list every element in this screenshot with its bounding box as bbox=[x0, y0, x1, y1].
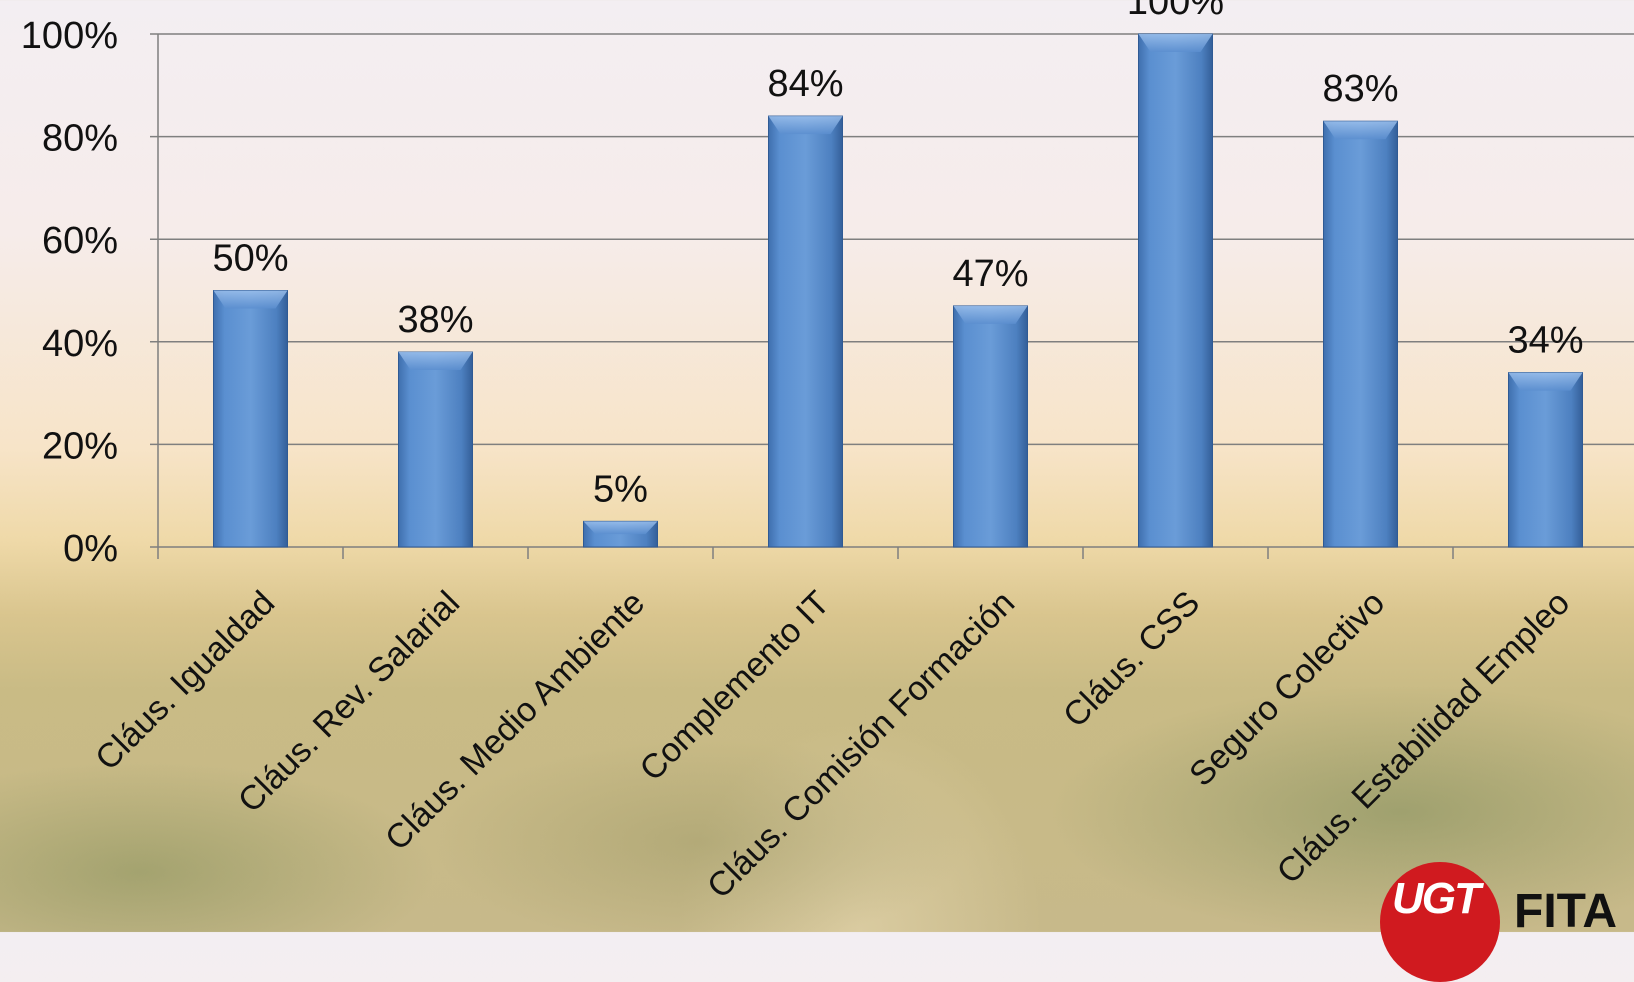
y-tick-label: 0% bbox=[63, 528, 118, 570]
bar-bevel bbox=[583, 521, 658, 535]
bar bbox=[398, 351, 473, 548]
bar bbox=[1138, 33, 1213, 548]
data-label: 84% bbox=[767, 63, 843, 105]
y-tick-label: 60% bbox=[42, 220, 118, 262]
x-tick-label: Cláus. Igualdad bbox=[88, 584, 282, 778]
ugt-logo-icon: UGT bbox=[1380, 862, 1500, 982]
y-tick-label: 20% bbox=[42, 425, 118, 467]
bar-bevel bbox=[213, 290, 288, 309]
data-label: 83% bbox=[1322, 68, 1398, 110]
bar bbox=[768, 115, 843, 548]
bars: 50% 38% 5% 84% 47% 100% 83% 34% bbox=[212, 0, 1584, 548]
gridlines bbox=[150, 33, 1634, 548]
data-label: 34% bbox=[1507, 320, 1583, 362]
y-tick-label: 80% bbox=[42, 118, 118, 160]
y-tick-label: 100% bbox=[21, 15, 118, 57]
logo-text: FITA bbox=[1514, 885, 1618, 938]
bar bbox=[213, 290, 288, 548]
data-label: 47% bbox=[952, 253, 1028, 295]
data-label: 5% bbox=[593, 468, 648, 510]
bar-bevel bbox=[1323, 121, 1398, 140]
bar-chart: 0% 20% 40% 60% 80% 100% 50% 38% 5% 84% 47% 100% 83%… bbox=[21, 0, 1634, 906]
ugt-fita-logo: UGT FITA bbox=[1380, 862, 1634, 982]
bar bbox=[1323, 120, 1398, 548]
x-tick-label: Seguro Colectivo bbox=[1182, 584, 1392, 794]
y-axis: 0% 20% 40% 60% 80% 100% bbox=[21, 15, 159, 570]
bar-bevel bbox=[768, 116, 843, 135]
bar-bevel bbox=[953, 305, 1028, 324]
bar bbox=[1508, 372, 1583, 548]
x-tick-label: Cláus. Comisión Formación bbox=[700, 584, 1022, 906]
bar-bevel bbox=[1508, 372, 1583, 391]
x-tick-label: Complemento IT bbox=[633, 584, 838, 789]
x-tick-label: Cláus. Estabilidad Empleo bbox=[1270, 584, 1578, 892]
logo-mark: UGT bbox=[1392, 874, 1481, 923]
x-tick-label: Cláus. CSS bbox=[1056, 584, 1207, 735]
bar bbox=[953, 305, 1028, 548]
y-tick-label: 40% bbox=[42, 323, 118, 365]
bar-bevel bbox=[398, 352, 473, 371]
bar-bevel bbox=[1138, 34, 1213, 52]
data-label: 100% bbox=[1127, 0, 1224, 23]
background-landscape bbox=[0, 512, 1634, 932]
data-label: 50% bbox=[212, 238, 288, 280]
data-label: 38% bbox=[397, 299, 473, 341]
